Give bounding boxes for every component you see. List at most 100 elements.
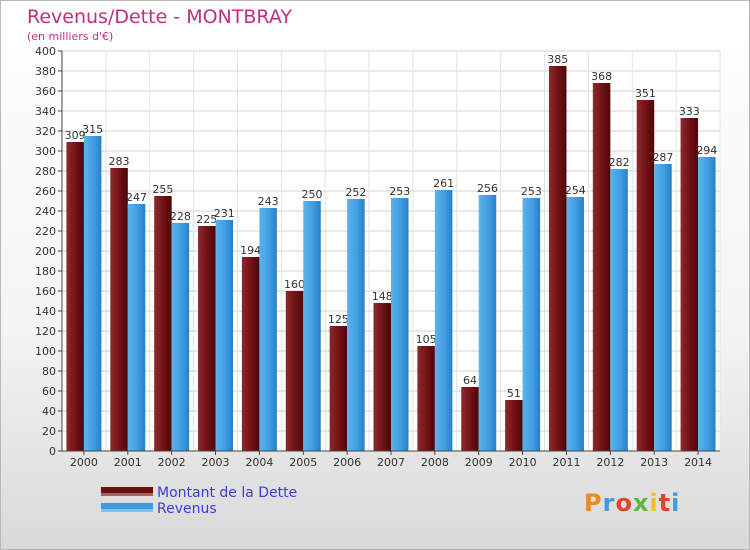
data-label-dette: 255 — [152, 183, 173, 196]
legend: Montant de la Dette Revenus — [101, 485, 401, 519]
bar-dette — [548, 66, 567, 451]
bar-revenus — [171, 223, 190, 451]
bar-dette — [110, 168, 128, 451]
x-tick-label: 2012 — [596, 456, 624, 469]
y-tick-label: 80 — [42, 365, 56, 378]
legend-item-dette: Montant de la Dette — [101, 485, 401, 503]
data-label-revenus: 253 — [521, 185, 542, 198]
logo-letter: i — [649, 489, 659, 517]
data-label-dette: 148 — [372, 290, 393, 303]
x-tick-label: 2003 — [202, 456, 230, 469]
x-tick-label: 2002 — [158, 456, 186, 469]
x-tick-label: 2007 — [377, 456, 405, 469]
bar-dette — [329, 326, 348, 451]
bar-revenus — [610, 169, 628, 451]
bar-revenus — [259, 208, 277, 451]
data-label-dette: 225 — [196, 213, 217, 226]
data-label-dette: 333 — [679, 105, 700, 118]
bar-revenus — [522, 198, 541, 451]
bar-dette — [417, 346, 435, 451]
legend-swatch-dette — [101, 487, 153, 496]
logo-letter: x — [632, 489, 650, 517]
bar-dette — [241, 257, 260, 451]
bar-revenus — [654, 164, 672, 451]
data-label-dette: 160 — [284, 278, 305, 291]
bar-dette — [636, 100, 655, 451]
data-label-revenus: 256 — [477, 182, 498, 195]
x-tick-label: 2014 — [684, 456, 712, 469]
bar-revenus — [698, 157, 716, 451]
x-tick-label: 2010 — [509, 456, 537, 469]
data-label-revenus: 253 — [389, 185, 410, 198]
y-tick-label: 0 — [49, 445, 56, 458]
x-tick-label: 2004 — [245, 456, 273, 469]
data-label-revenus: 254 — [565, 184, 586, 197]
logo-letter: i — [671, 489, 681, 517]
chart-title: Revenus/Dette - MONTBRAY — [27, 6, 292, 28]
data-label-revenus: 231 — [214, 207, 235, 220]
data-label-dette: 283 — [109, 155, 130, 168]
y-tick-label: 300 — [35, 145, 56, 158]
y-tick-label: 200 — [35, 245, 56, 258]
x-tick-label: 2000 — [70, 456, 98, 469]
bar-revenus — [303, 201, 321, 451]
bar-revenus — [127, 204, 146, 451]
x-tick-label: 2013 — [640, 456, 668, 469]
logo-letter: t — [658, 489, 672, 517]
bar-revenus — [347, 199, 365, 451]
y-tick-label: 280 — [35, 165, 56, 178]
data-label-revenus: 294 — [696, 144, 717, 157]
bar-dette — [66, 142, 84, 451]
logo-letter: P — [584, 489, 603, 517]
bar-revenus — [566, 197, 584, 451]
logo-letter: o — [615, 489, 633, 517]
x-tick-label: 2009 — [465, 456, 493, 469]
bar-dette — [505, 400, 523, 451]
logo-letter: r — [602, 489, 616, 517]
legend-swatch-revenus — [101, 503, 153, 512]
data-label-dette: 385 — [547, 53, 568, 66]
bar-dette — [285, 291, 304, 451]
data-label-revenus: 228 — [170, 210, 191, 223]
legend-item-revenus: Revenus — [101, 501, 401, 519]
y-tick-label: 100 — [35, 345, 56, 358]
data-label-dette: 351 — [635, 87, 656, 100]
data-label-revenus: 261 — [433, 177, 454, 190]
y-tick-label: 160 — [35, 285, 56, 298]
data-label-revenus: 252 — [345, 186, 366, 199]
bar-dette — [198, 226, 216, 451]
y-tick-label: 60 — [42, 385, 56, 398]
data-label-dette: 51 — [507, 387, 521, 400]
bar-revenus — [478, 195, 497, 451]
y-tick-label: 220 — [35, 225, 56, 238]
x-tick-label: 2011 — [552, 456, 580, 469]
bar-revenus — [391, 198, 409, 451]
x-tick-label: 2008 — [421, 456, 449, 469]
data-label-dette: 64 — [463, 374, 477, 387]
bar-revenus — [83, 136, 102, 451]
x-tick-label: 2001 — [114, 456, 142, 469]
legend-label-dette: Montant de la Dette — [157, 485, 298, 501]
x-tick-label: 2006 — [333, 456, 361, 469]
data-label-dette: 309 — [65, 129, 86, 142]
y-tick-label: 260 — [35, 185, 56, 198]
proxiti-logo: Proxiti — [584, 489, 680, 517]
y-tick-label: 140 — [35, 305, 56, 318]
legend-label-revenus: Revenus — [157, 501, 217, 517]
y-tick-label: 40 — [42, 405, 56, 418]
x-tick-label: 2005 — [289, 456, 317, 469]
bar-revenus — [215, 220, 234, 451]
data-label-revenus: 250 — [302, 188, 323, 201]
bar-dette — [680, 118, 699, 451]
y-tick-label: 20 — [42, 425, 56, 438]
bar-dette — [373, 303, 391, 451]
y-tick-label: 360 — [35, 85, 56, 98]
y-tick-label: 180 — [35, 265, 56, 278]
bar-dette — [154, 196, 172, 451]
bar-dette — [461, 387, 479, 451]
data-label-revenus: 247 — [126, 191, 147, 204]
y-tick-label: 320 — [35, 125, 56, 138]
bar-revenus — [434, 190, 453, 451]
